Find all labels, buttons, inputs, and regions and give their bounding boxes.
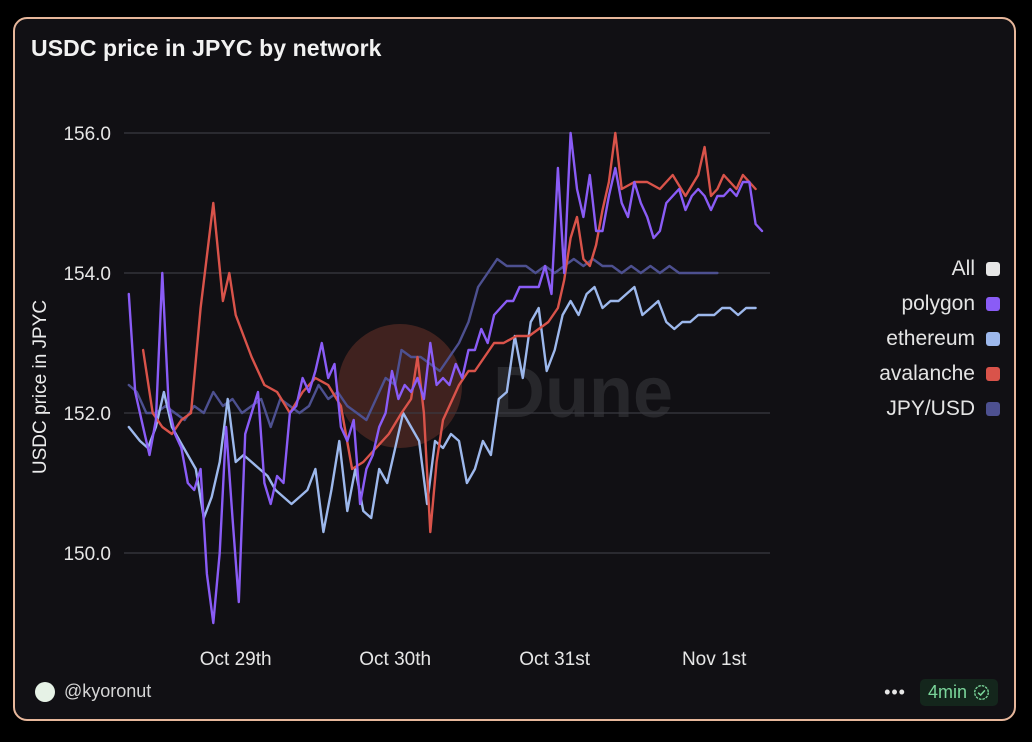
series-line-polygon bbox=[127, 131, 764, 625]
y-tick-label: 152.0 bbox=[63, 404, 111, 425]
x-tick-label: Nov 1st bbox=[682, 649, 747, 670]
legend-label: ethereum bbox=[886, 326, 975, 350]
legend-item-jpyusd[interactable]: JPY/USD bbox=[879, 391, 1000, 426]
legend: All polygon ethereum avalanche JPY/USD bbox=[879, 251, 1000, 426]
chart-plot: Dune 150.0 152.0 154.0 156.0 Oct 29th Oct 30… bbox=[30, 124, 770, 670]
y-tick-label: 156.0 bbox=[63, 124, 111, 145]
legend-swatch bbox=[986, 401, 1000, 416]
y-tick-label: 150.0 bbox=[63, 544, 111, 565]
legend-label: All bbox=[951, 256, 975, 280]
series-line-avalanche bbox=[141, 131, 757, 534]
series-line-ethereum bbox=[127, 285, 757, 534]
legend-item-avalanche[interactable]: avalanche bbox=[879, 356, 1000, 391]
chart-title: USDC price in JPYC by network bbox=[31, 35, 382, 61]
legend-swatch bbox=[986, 296, 1000, 311]
x-tick-label: Oct 30th bbox=[359, 649, 431, 670]
author-name: @kyoronut bbox=[64, 681, 152, 701]
more-options-button[interactable]: ••• bbox=[884, 682, 906, 702]
legend-label: avalanche bbox=[879, 361, 975, 385]
legend-swatch bbox=[986, 366, 1000, 381]
author-link[interactable]: @kyoronut bbox=[35, 681, 151, 702]
y-axis-label: USDC price in JPYC bbox=[30, 300, 51, 474]
x-tick-label: Oct 29th bbox=[200, 649, 272, 670]
x-tick-label: Oct 31st bbox=[519, 649, 590, 670]
footer-actions: ••• 4min bbox=[884, 679, 998, 706]
legend-swatch bbox=[986, 331, 1000, 346]
refresh-status-badge[interactable]: 4min bbox=[919, 679, 998, 706]
y-axis: 150.0 152.0 154.0 156.0 bbox=[63, 124, 111, 565]
legend-item-all[interactable]: All bbox=[879, 251, 1000, 286]
legend-label: polygon bbox=[901, 291, 975, 315]
legend-label: JPY/USD bbox=[886, 396, 975, 420]
chart-card: USDC price in JPYC by network Dune 150.0… bbox=[13, 17, 1016, 721]
legend-item-polygon[interactable]: polygon bbox=[879, 286, 1000, 321]
legend-swatch bbox=[986, 261, 1000, 276]
x-axis: Oct 29th Oct 30th Oct 31st Nov 1st bbox=[200, 649, 747, 670]
check-badge-icon bbox=[974, 685, 989, 700]
legend-item-ethereum[interactable]: ethereum bbox=[879, 321, 1000, 356]
refresh-age: 4min bbox=[927, 682, 967, 702]
avatar bbox=[35, 681, 55, 702]
y-tick-label: 154.0 bbox=[63, 264, 111, 285]
watermark: Dune bbox=[493, 353, 673, 433]
series-lines bbox=[127, 131, 764, 625]
